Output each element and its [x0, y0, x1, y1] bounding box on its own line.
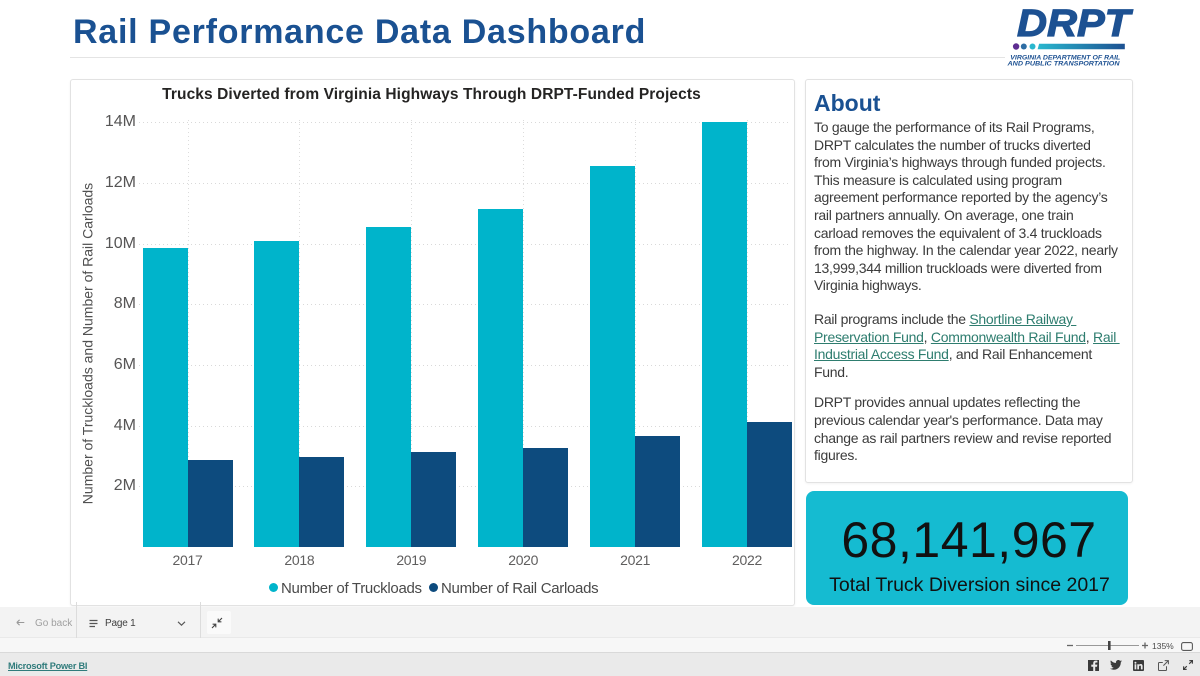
svg-text:AND PUBLIC TRANSPORTATION: AND PUBLIC TRANSPORTATION	[1006, 61, 1119, 67]
svg-text:VIRGINIA DEPARTMENT OF RAIL: VIRGINIA DEPARTMENT OF RAIL	[1010, 55, 1120, 62]
svg-text:DRPT: DRPT	[1017, 5, 1133, 45]
